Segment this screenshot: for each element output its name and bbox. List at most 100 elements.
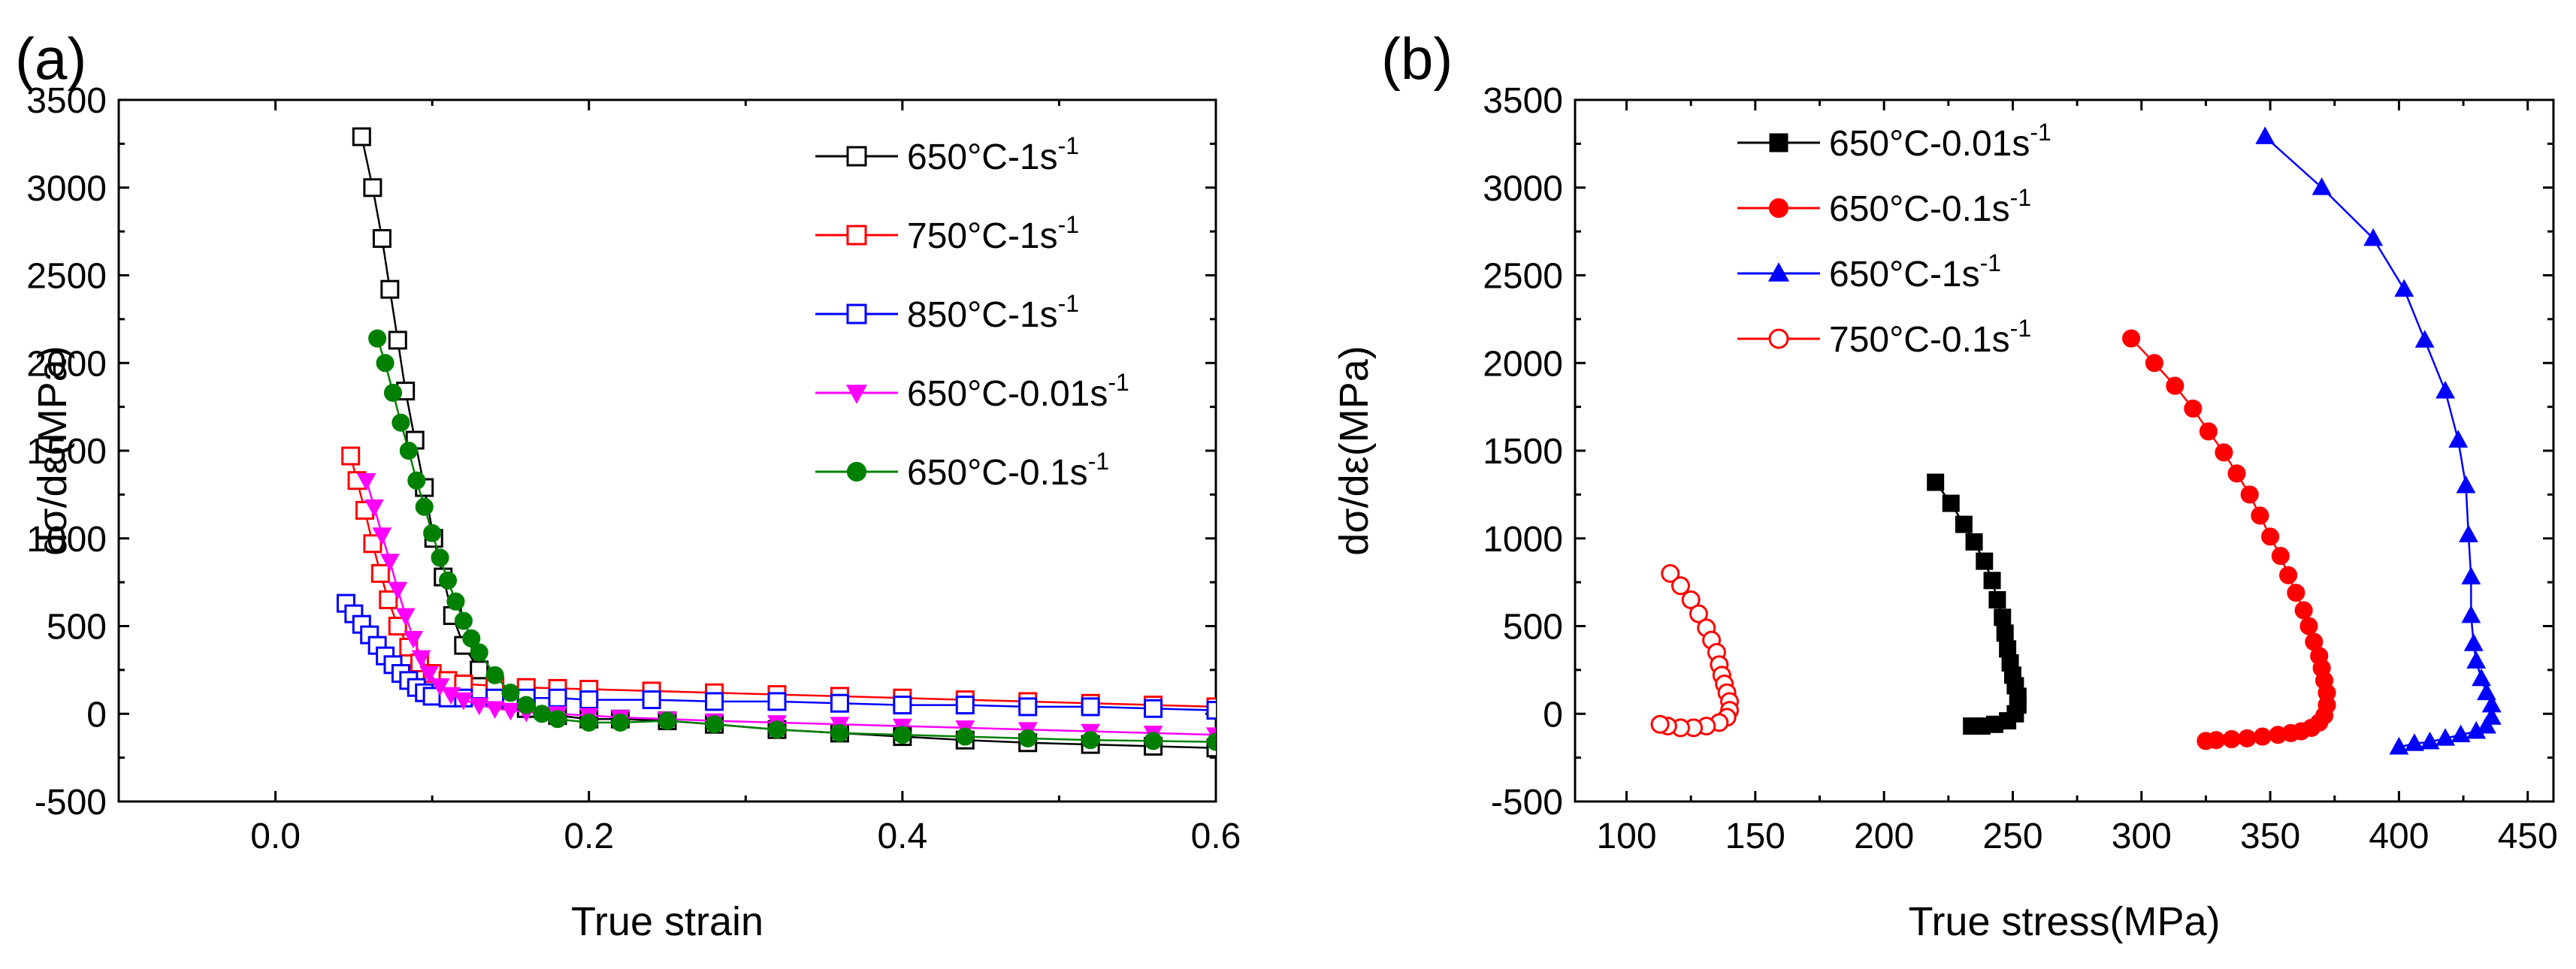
- y-tick-label: 2000: [26, 344, 107, 384]
- data-point: [2466, 651, 2487, 669]
- x-tick-label: 200: [1854, 817, 1914, 856]
- legend-label: 850°C-1s-1: [907, 290, 1079, 335]
- data-point: [1965, 533, 1983, 551]
- legend-label-superscript: -1: [1058, 132, 1079, 159]
- y-tick-label: 2000: [1483, 344, 1563, 384]
- data-point: [462, 629, 481, 648]
- data-point: [2389, 736, 2409, 755]
- x-tick-label: 150: [1725, 817, 1785, 856]
- data-point: [356, 472, 376, 491]
- x-tick-label: 300: [2112, 817, 2172, 856]
- data-point: [1768, 198, 1789, 219]
- data-point: [1081, 731, 1100, 750]
- y-tick-label: 3000: [1483, 169, 1563, 209]
- data-point: [846, 461, 867, 482]
- y-tick-label: 0: [1543, 695, 1563, 735]
- data-point: [2466, 720, 2487, 739]
- data-point: [370, 563, 390, 583]
- data-point: [1976, 552, 1994, 570]
- data-point: [1018, 697, 1038, 717]
- data-point: [2414, 330, 2435, 348]
- legend-label: 750°C-0.1s-1: [1829, 315, 2031, 360]
- x-axis-label: True strain: [571, 899, 763, 944]
- data-point: [2476, 682, 2496, 701]
- data-point: [548, 710, 567, 729]
- data-point: [363, 534, 382, 554]
- data-point: [2269, 726, 2287, 744]
- y-tick-label: 0: [86, 695, 107, 735]
- data-point: [470, 660, 489, 680]
- data-point: [1769, 133, 1788, 152]
- x-tick-label: 0.2: [564, 817, 614, 856]
- y-tick-label: 3500: [26, 81, 107, 121]
- data-point: [2240, 485, 2259, 504]
- data-point: [372, 527, 392, 545]
- legend-label: 750°C-1s-1: [907, 211, 1079, 256]
- y-tick-label: 2500: [26, 257, 107, 297]
- data-point: [846, 303, 867, 325]
- data-point: [431, 548, 449, 567]
- series: [352, 127, 1216, 758]
- data-point: [2166, 376, 2184, 395]
- data-point: [453, 692, 473, 711]
- y-tick-label: 1500: [1483, 432, 1563, 472]
- data-point: [2255, 126, 2275, 144]
- data-point: [658, 711, 677, 730]
- data-point: [1670, 576, 1690, 596]
- data-point: [2363, 228, 2384, 246]
- data-point: [1689, 604, 1708, 623]
- data-point: [2476, 715, 2496, 734]
- data-point: [2472, 668, 2492, 687]
- data-point: [830, 723, 849, 742]
- data-point: [2311, 177, 2332, 195]
- data-point: [469, 697, 489, 716]
- legend-item: 750°C-1s-1: [815, 211, 1079, 256]
- data-point: [501, 684, 520, 702]
- data-point: [1988, 590, 2006, 608]
- data-point: [2145, 354, 2163, 373]
- data-point: [415, 497, 434, 516]
- y-tick-label: 500: [47, 608, 107, 648]
- data-point: [956, 727, 975, 746]
- data-point: [2458, 524, 2478, 542]
- data-point: [2238, 729, 2257, 747]
- y-tick-label: 1500: [26, 432, 107, 472]
- data-point: [2279, 566, 2298, 584]
- plot-area: [1650, 126, 2502, 755]
- data-point: [2463, 633, 2484, 651]
- data-point: [454, 611, 473, 630]
- data-point: [438, 571, 458, 590]
- data-point: [893, 696, 912, 715]
- series: [2122, 329, 2336, 750]
- data-point: [430, 678, 450, 696]
- data-point: [1144, 732, 1163, 750]
- data-point: [2420, 731, 2440, 750]
- data-point: [517, 696, 536, 714]
- y-axis-label: dσ/dε(MPa): [1332, 346, 1377, 555]
- data-point: [341, 446, 361, 466]
- x-tick-label: 0.4: [877, 817, 927, 856]
- data-point: [379, 554, 400, 572]
- data-point: [548, 688, 567, 708]
- legend-item: 650°C-1s-1: [815, 132, 1079, 177]
- legend-label-superscript: -1: [1108, 369, 1129, 396]
- data-point: [2448, 430, 2469, 448]
- x-tick-label: 450: [2498, 817, 2558, 856]
- plot-frame: [117, 98, 1217, 803]
- series: [1927, 473, 2027, 735]
- panel-a: (a) -500 0 500 1000 1500 2000 2500 3000 3500 0.0 0.…: [15, 26, 1241, 944]
- data-point: [2215, 443, 2233, 462]
- data-point: [1018, 729, 1037, 747]
- data-point: [1768, 328, 1789, 349]
- data-point: [470, 643, 488, 662]
- legend-label: 650°C-1s-1: [907, 132, 1079, 177]
- data-point: [485, 701, 505, 719]
- series-line: [2130, 337, 2328, 742]
- legend-item: 650°C-0.1s-1: [815, 448, 1109, 493]
- data-point: [1963, 717, 1981, 735]
- data-point: [1206, 732, 1216, 751]
- data-point: [2299, 617, 2318, 635]
- plot-area: [336, 127, 1216, 758]
- data-point: [1927, 473, 1945, 491]
- legend-label: 650°C-1s-1: [1829, 249, 2001, 294]
